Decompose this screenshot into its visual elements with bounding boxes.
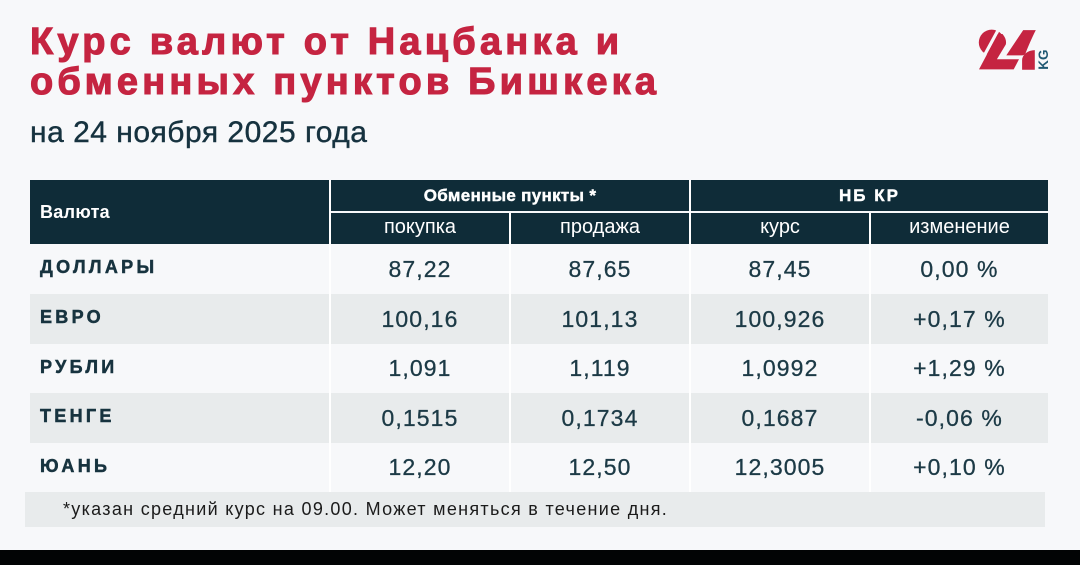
svg-text:KG: KG bbox=[1036, 50, 1051, 70]
